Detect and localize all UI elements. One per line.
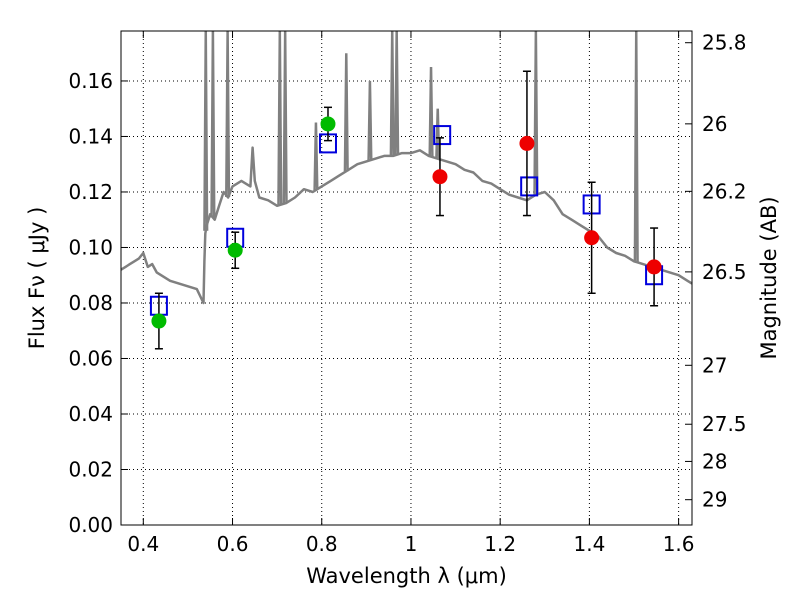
y-tick-label: 0.08 — [68, 291, 113, 315]
infrared-data-point — [519, 135, 535, 151]
model-photometry-square — [520, 176, 539, 197]
y-tick-label: 0.00 — [68, 513, 113, 537]
model-photometry-square — [433, 125, 452, 146]
emission-line — [394, 30, 400, 155]
x-tick-label: 1.4 — [573, 532, 605, 556]
x-tick-label: 1.2 — [484, 532, 516, 556]
y2-tick-label: 25.8 — [702, 31, 747, 55]
y2-tick-label: 26 — [702, 112, 727, 136]
emission-line — [435, 108, 441, 159]
emission-line — [428, 67, 434, 157]
y2-tick-label: 26.5 — [702, 260, 747, 284]
plot-frame — [120, 30, 693, 526]
emission-line — [277, 30, 283, 206]
y2-tick-label: 28 — [702, 449, 727, 473]
x-axis-label: Wavelength λ (μm) — [306, 564, 507, 588]
optical-data-point — [151, 313, 167, 329]
emission-line — [343, 53, 349, 172]
y-axis-label: Flux Fν ( μJy ) — [25, 207, 49, 350]
optical-data-point — [227, 242, 243, 258]
infrared-data-point — [432, 169, 448, 185]
emission-line — [225, 30, 231, 197]
data-points — [149, 70, 664, 350]
ticks: 0.4 0.6 0.8 1 1.2 1.4 1.6 0.00 0.02 0.04 0.06 0.08 0… — [68, 31, 746, 556]
y2-axis-label: Magnitude (AB) — [757, 196, 781, 359]
y-tick-label: 0.06 — [68, 346, 113, 370]
emission-line — [203, 30, 209, 231]
emission-line — [313, 122, 319, 191]
x-tick-label: 1.6 — [663, 532, 695, 556]
spectrum-continuum — [120, 146, 693, 305]
x-tick-label: 1 — [405, 532, 418, 556]
x-tick-label: 0.4 — [127, 532, 159, 556]
emission-line — [210, 30, 216, 218]
emission-line — [282, 30, 288, 204]
y-tick-label: 0.02 — [68, 457, 113, 481]
y-tick-label: 0.16 — [68, 69, 113, 93]
emission-line — [389, 30, 395, 156]
y-tick-label: 0.12 — [68, 180, 113, 204]
emission-line — [633, 30, 639, 263]
y-tick-label: 0.04 — [68, 402, 113, 426]
emission-line — [533, 30, 539, 195]
model-spectrum — [120, 30, 693, 305]
x-tick-label: 0.6 — [217, 532, 249, 556]
y2-tick-label: 29 — [702, 488, 727, 512]
y2-tick-label: 26.2 — [702, 179, 747, 203]
y-tick-label: 0.14 — [68, 124, 113, 148]
infrared-data-point — [584, 230, 600, 246]
y2-tick-label: 27 — [702, 353, 727, 377]
x-tick-label: 0.8 — [306, 532, 338, 556]
y-tick-label: 0.10 — [68, 235, 113, 259]
optical-data-point — [320, 116, 336, 132]
y2-tick-label: 27.5 — [702, 412, 747, 436]
infrared-data-point — [646, 259, 662, 275]
emission-line — [367, 80, 373, 161]
